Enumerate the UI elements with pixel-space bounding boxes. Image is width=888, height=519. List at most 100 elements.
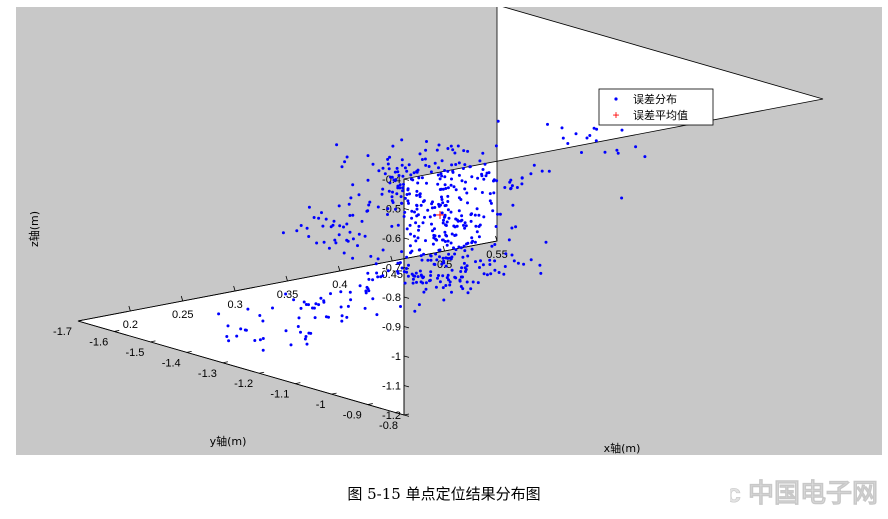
data-point xyxy=(430,206,434,210)
data-point xyxy=(444,284,448,287)
data-point xyxy=(415,280,418,284)
legend-marker-error-distribution xyxy=(614,97,618,101)
x-tick-label: 0.55 xyxy=(486,249,507,261)
data-point xyxy=(386,213,389,216)
data-point xyxy=(351,237,355,241)
data-point xyxy=(442,218,445,222)
data-point xyxy=(418,248,422,252)
data-point xyxy=(417,228,420,232)
data-point xyxy=(451,170,455,174)
data-point xyxy=(349,196,353,200)
data-point xyxy=(496,212,499,216)
data-point xyxy=(358,284,362,288)
data-point xyxy=(540,169,544,173)
data-point xyxy=(305,226,309,230)
data-point xyxy=(459,270,463,273)
data-point xyxy=(399,305,402,308)
data-point xyxy=(475,207,479,211)
data-point xyxy=(431,200,434,204)
data-point xyxy=(340,165,344,169)
data-point xyxy=(561,136,565,140)
data-point xyxy=(309,331,313,335)
data-point xyxy=(386,157,390,161)
data-point xyxy=(442,261,446,265)
x-tick-label: 0.5 xyxy=(437,259,452,271)
data-point xyxy=(441,187,445,191)
data-point xyxy=(348,214,352,217)
data-point xyxy=(405,169,409,173)
data-point xyxy=(405,193,409,196)
legend-marker-error-mean: + xyxy=(612,108,619,122)
data-point xyxy=(299,330,302,334)
data-point xyxy=(510,184,514,188)
data-point xyxy=(433,213,437,217)
data-point xyxy=(411,277,415,281)
data-point xyxy=(314,302,318,306)
data-point xyxy=(454,188,458,192)
data-point xyxy=(463,163,467,167)
x-tick-mark xyxy=(337,265,341,272)
data-point xyxy=(406,188,410,192)
data-point xyxy=(446,239,450,243)
data-point xyxy=(417,176,421,180)
data-point xyxy=(425,181,428,185)
data-point xyxy=(509,178,513,182)
data-point xyxy=(415,204,419,208)
data-point xyxy=(429,258,433,262)
data-point xyxy=(227,339,231,343)
data-point xyxy=(445,220,449,224)
data-point xyxy=(440,159,444,163)
data-point xyxy=(503,186,507,189)
data-point xyxy=(375,271,379,275)
data-point xyxy=(357,193,361,197)
scatter3d-chart: -0.4-0.5-0.6-0.7-0.8-0.9-1-1.1-1.2-0.8-0… xyxy=(16,7,882,455)
data-point xyxy=(393,170,397,174)
data-point xyxy=(396,170,400,174)
data-point xyxy=(494,144,498,148)
data-point xyxy=(337,204,341,208)
data-point xyxy=(463,187,467,191)
data-point xyxy=(371,162,375,166)
data-point xyxy=(366,178,370,182)
data-point xyxy=(450,163,454,167)
data-point xyxy=(438,177,442,181)
z-tick-label: -0.9 xyxy=(382,322,401,334)
data-point xyxy=(311,306,314,310)
data-point xyxy=(435,238,439,242)
data-point xyxy=(475,230,479,234)
x-tick-mark xyxy=(128,305,131,312)
data-point xyxy=(438,280,442,284)
z-tick-mark xyxy=(403,237,410,240)
data-point xyxy=(396,223,400,227)
data-point xyxy=(449,241,453,245)
data-point xyxy=(426,208,430,212)
data-point xyxy=(515,186,519,189)
data-point xyxy=(440,211,444,215)
data-point xyxy=(271,306,274,310)
data-point xyxy=(295,229,299,233)
y-tick-mark xyxy=(222,361,228,364)
data-point xyxy=(446,273,450,277)
data-point xyxy=(409,173,413,177)
data-point xyxy=(317,303,321,307)
data-point xyxy=(329,225,333,229)
data-point xyxy=(406,199,410,203)
data-point xyxy=(431,242,435,246)
data-point xyxy=(444,264,448,268)
data-point xyxy=(436,276,439,280)
data-point xyxy=(339,305,343,309)
data-point xyxy=(465,191,469,195)
data-point xyxy=(585,136,589,140)
y-tick-mark xyxy=(150,340,156,343)
data-point xyxy=(338,224,342,228)
data-point xyxy=(410,216,414,220)
data-point xyxy=(334,241,338,245)
data-point xyxy=(371,278,375,282)
data-point xyxy=(448,280,452,284)
data-point xyxy=(481,263,485,267)
data-point xyxy=(446,200,450,203)
axis-ticks: -0.4-0.5-0.6-0.7-0.8-0.9-1-1.1-1.2-0.8-0… xyxy=(53,174,508,432)
data-point xyxy=(449,183,453,187)
y-tick-label: -1.2 xyxy=(234,378,253,390)
data-point xyxy=(448,283,452,287)
